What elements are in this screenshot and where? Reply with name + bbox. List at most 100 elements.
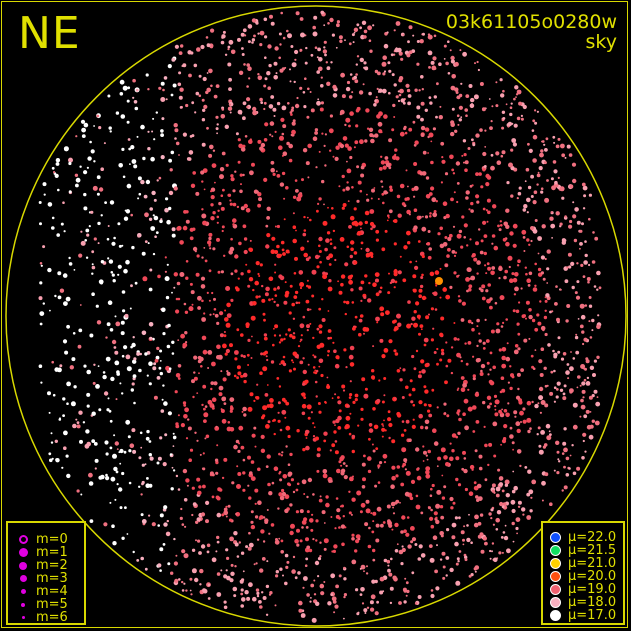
star-marker <box>298 600 303 606</box>
star-marker <box>138 368 142 373</box>
star-marker <box>378 290 382 294</box>
star-marker <box>476 272 479 275</box>
star-marker <box>338 409 342 413</box>
star-marker <box>522 513 525 516</box>
star-marker <box>93 160 96 163</box>
star-marker <box>473 567 477 571</box>
star-marker <box>102 374 107 380</box>
star-marker <box>153 395 158 400</box>
star-marker <box>516 197 519 200</box>
star-marker <box>188 150 194 155</box>
star-marker <box>132 78 136 83</box>
star-marker <box>265 224 269 228</box>
star-marker <box>483 425 486 428</box>
star-marker <box>371 530 375 534</box>
star-marker <box>547 343 551 347</box>
star-marker <box>323 581 326 583</box>
star-marker <box>560 357 565 361</box>
star-marker <box>585 409 590 414</box>
star-marker <box>318 57 323 62</box>
star-marker <box>369 209 375 214</box>
star-marker <box>311 294 315 298</box>
star-marker <box>551 237 553 239</box>
dot-marker-icon <box>16 602 30 607</box>
star-marker <box>410 479 416 484</box>
star-marker <box>230 571 235 576</box>
star-marker <box>445 61 449 66</box>
star-marker <box>201 317 207 322</box>
star-marker <box>142 156 146 161</box>
star-marker <box>230 563 234 567</box>
star-marker <box>100 214 103 217</box>
star-marker <box>464 160 469 165</box>
star-marker <box>568 467 571 470</box>
star-marker <box>339 237 345 242</box>
star-marker <box>521 229 527 235</box>
star-marker <box>215 425 218 428</box>
magnitude-legend: m=0 m=1 m=2 m=3 m=4 m=5 m=6 <box>6 521 86 625</box>
star-marker <box>389 188 394 192</box>
star-marker <box>316 447 321 452</box>
star-marker <box>251 162 255 167</box>
star-marker <box>247 338 251 342</box>
star-marker <box>104 440 109 445</box>
star-marker <box>206 43 211 48</box>
star-marker <box>242 144 246 148</box>
star-marker <box>155 111 158 114</box>
star-marker <box>281 132 285 136</box>
star-marker <box>292 238 298 244</box>
star-marker <box>177 377 181 380</box>
star-marker <box>482 341 486 345</box>
star-marker <box>412 403 416 407</box>
star-marker <box>526 492 531 497</box>
star-marker <box>242 224 247 229</box>
star-marker <box>567 377 570 380</box>
star-marker <box>486 175 492 180</box>
star-marker <box>460 245 464 249</box>
star-marker <box>439 531 445 536</box>
star-marker <box>121 536 125 540</box>
star-marker <box>73 269 76 271</box>
star-marker <box>567 252 572 257</box>
star-marker <box>413 195 416 198</box>
star-marker <box>507 381 510 384</box>
star-marker <box>557 458 560 461</box>
star-marker <box>329 149 332 152</box>
star-marker <box>359 189 363 193</box>
star-marker <box>293 80 296 84</box>
star-marker <box>457 295 461 298</box>
star-marker <box>461 318 464 322</box>
star-marker <box>536 110 540 113</box>
star-marker <box>521 507 526 512</box>
star-marker <box>312 435 316 438</box>
star-marker <box>512 223 518 229</box>
star-marker <box>372 377 375 380</box>
star-marker <box>109 446 113 450</box>
stars-layer <box>38 10 602 623</box>
star-marker <box>216 540 220 544</box>
star-marker <box>593 359 598 363</box>
star-marker <box>225 348 230 354</box>
star-marker <box>229 111 232 114</box>
star-marker <box>274 263 277 266</box>
star-marker <box>491 266 496 270</box>
star-marker <box>173 272 178 277</box>
star-marker <box>220 114 226 119</box>
star-marker <box>208 236 212 241</box>
star-marker <box>493 454 497 458</box>
star-marker <box>303 576 308 581</box>
star-marker <box>522 104 527 110</box>
star-marker <box>323 431 328 436</box>
star-marker <box>582 342 585 346</box>
star-marker <box>295 301 299 305</box>
star-marker <box>255 588 260 592</box>
star-marker <box>63 146 69 152</box>
star-marker <box>430 487 433 491</box>
star-marker <box>201 98 205 102</box>
star-marker <box>495 517 501 523</box>
star-marker <box>317 402 321 405</box>
star-marker <box>436 406 439 409</box>
star-marker <box>276 303 280 307</box>
magnitude-legend-item: m=6 <box>16 610 84 625</box>
star-marker <box>424 108 428 113</box>
